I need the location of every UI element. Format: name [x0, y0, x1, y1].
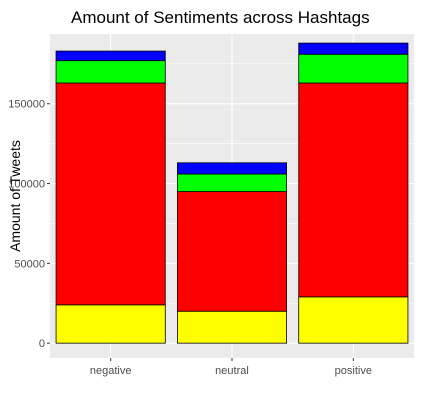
bar-segment-positive-1 — [298, 82, 409, 298]
x-tick-label: neutral — [215, 365, 249, 377]
bar-segment-positive-3 — [298, 42, 409, 55]
x-axis: negative neutral positive — [90, 358, 372, 377]
chart-title: Amount of Sentiments across Hashtags — [71, 8, 370, 27]
bar-segment-negative-3 — [55, 50, 166, 62]
y-axis: 0 50000 100000 150000 — [8, 99, 50, 350]
x-tick-label: positive — [335, 365, 372, 377]
x-tick-label: negative — [90, 365, 132, 377]
bar-segment-neutral-1 — [176, 191, 287, 312]
bar-segment-negative-0 — [55, 304, 166, 344]
y-tick-label: 0 — [39, 338, 45, 350]
bar-segment-negative-1 — [55, 82, 166, 306]
bar-segment-negative-2 — [55, 60, 166, 84]
bar-segment-positive-2 — [298, 53, 409, 84]
y-tick-label: 150000 — [8, 99, 45, 111]
bar-segment-neutral-2 — [176, 173, 287, 192]
bar-segment-neutral-3 — [176, 162, 287, 175]
bar-segment-neutral-0 — [176, 310, 287, 344]
y-tick-label: 100000 — [8, 179, 45, 191]
bar-segment-positive-0 — [298, 296, 409, 344]
y-tick-label: 50000 — [14, 258, 45, 270]
bars — [55, 42, 409, 344]
y-axis-label: Amount of Tweets — [7, 140, 23, 252]
